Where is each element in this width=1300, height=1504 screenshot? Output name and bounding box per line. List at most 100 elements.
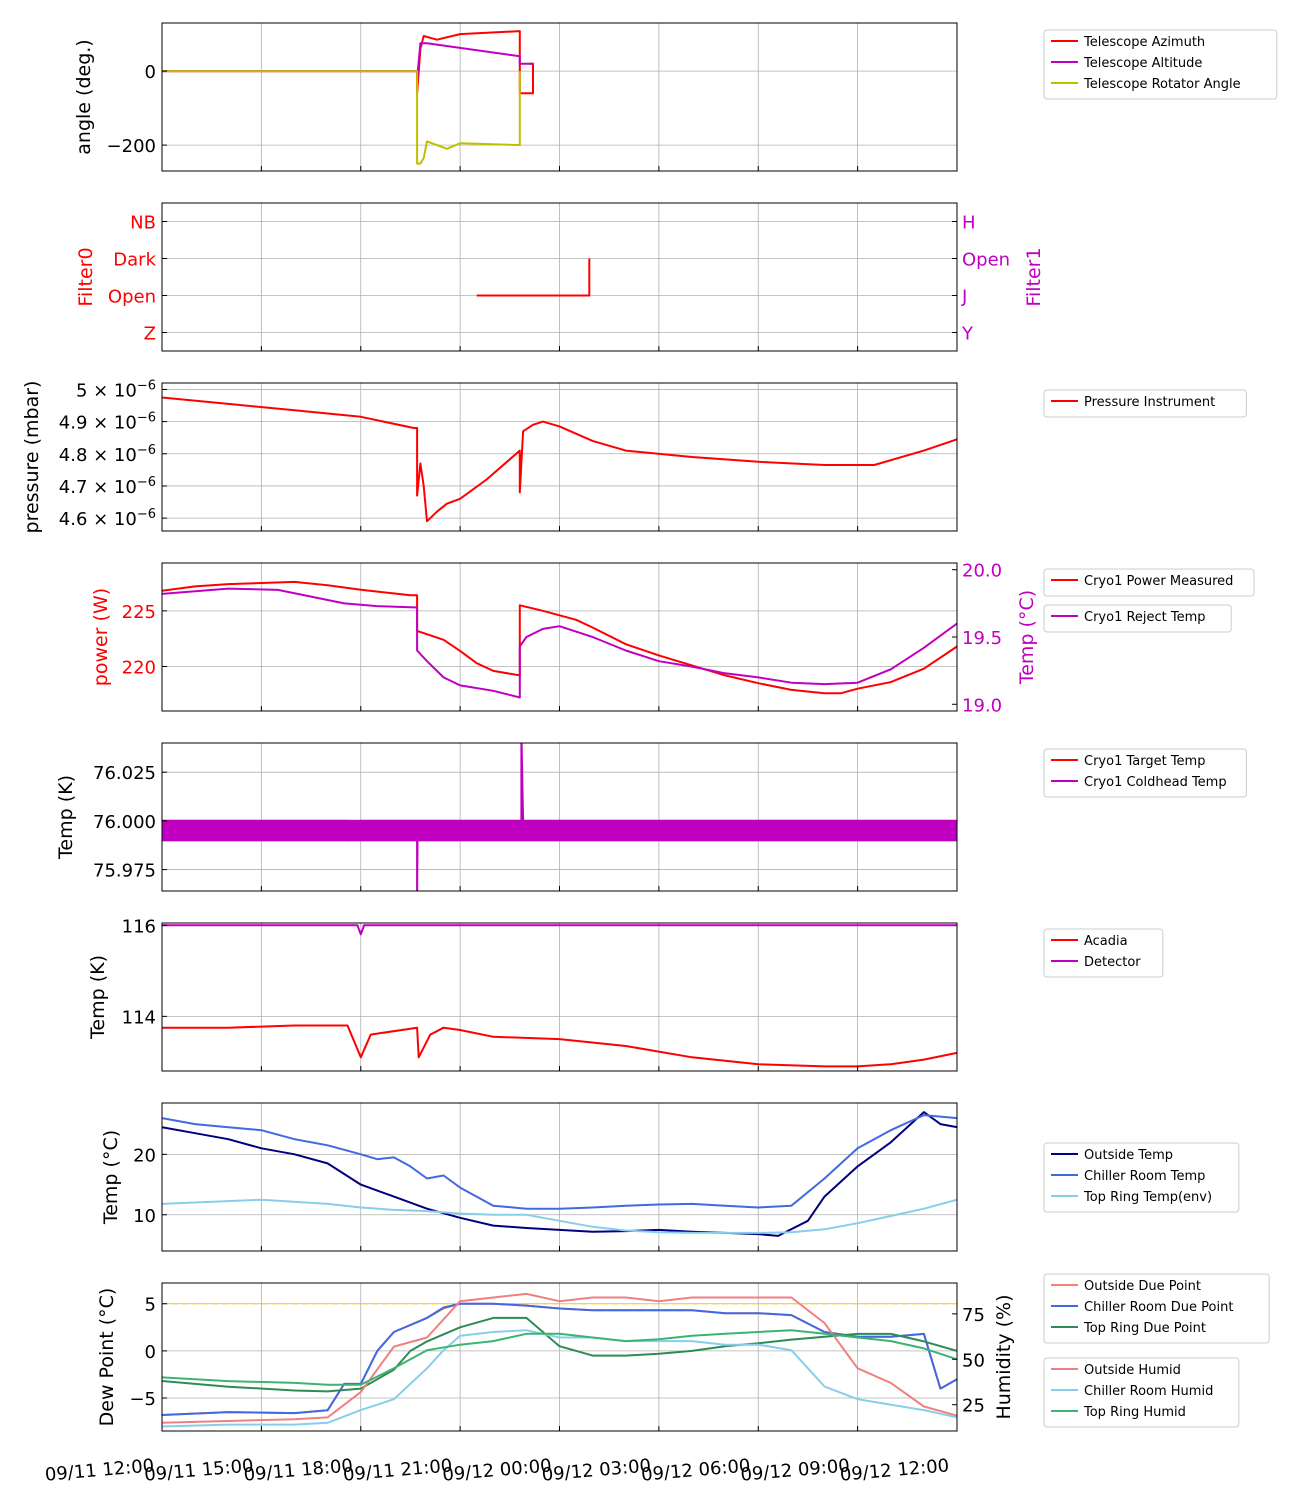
x-tick-label: 09/11 15:00 xyxy=(143,1455,254,1485)
y-tick-label-right: 19.0 xyxy=(962,695,1002,716)
plot-area-angles xyxy=(162,30,534,165)
y-tick-label-right: 25 xyxy=(962,1396,985,1417)
y-tick-label: 114 xyxy=(122,1007,156,1028)
legend-box-pressure xyxy=(1043,389,1247,418)
y-tick-label: 116 xyxy=(122,916,156,937)
y-tick-label-right: 75 xyxy=(962,1305,985,1326)
y-axis-title: Temp (K) xyxy=(55,775,77,860)
legend-label: Chiller Room Due Point xyxy=(1084,1300,1233,1315)
legend-label: Outside Due Point xyxy=(1084,1279,1201,1294)
y-tick-label: 0 xyxy=(145,62,156,83)
x-tick-label: 09/12 12:00 xyxy=(839,1455,950,1485)
y-tick-label: 4.6 × 10−6 xyxy=(59,507,156,530)
legend-label: Telescope Rotator Angle xyxy=(1083,77,1241,92)
series-line xyxy=(162,1114,957,1210)
series-line xyxy=(162,42,533,80)
y-tick-label-right: 19.5 xyxy=(962,628,1002,649)
x-tick-label: 09/12 06:00 xyxy=(640,1455,751,1485)
y-tick-label: 20 xyxy=(133,1145,156,1166)
y-tick-label-right: 20.0 xyxy=(962,561,1002,582)
y-tick-label: 5 × 10−6 xyxy=(76,378,156,401)
series-line xyxy=(162,924,957,936)
y-tick-label: Dark xyxy=(113,250,156,271)
legend-box-cryo_power-b xyxy=(1043,604,1232,633)
y-tick-label: 4.9 × 10−6 xyxy=(59,411,156,434)
y-tick-label: −5 xyxy=(129,1389,156,1410)
plot-area-coldhead xyxy=(162,743,957,891)
y-tick-label: 0 xyxy=(145,1342,156,1363)
legend-label: Chiller Room Temp xyxy=(1084,1169,1205,1184)
plot-area-dew_point xyxy=(162,1292,957,1428)
series-line xyxy=(162,1111,957,1237)
legend-label: Pressure Instrument xyxy=(1084,395,1215,410)
legend-label: Cryo1 Reject Temp xyxy=(1084,610,1206,625)
series-line xyxy=(162,587,957,699)
series-line xyxy=(162,1198,957,1234)
y-axis-title: angle (deg.) xyxy=(73,39,95,154)
legend-label: Outside Humid xyxy=(1084,1363,1181,1378)
y-tick-label: 76.000 xyxy=(93,812,156,833)
legend-label: Top Ring Due Point xyxy=(1083,1321,1206,1336)
x-tick-label: 09/12 09:00 xyxy=(740,1455,851,1485)
legend-box-coldhead xyxy=(1043,748,1247,798)
plot-area-pressure xyxy=(162,396,957,523)
x-tick-label: 09/12 00:00 xyxy=(442,1455,553,1485)
series-line xyxy=(162,396,957,523)
y-axis-title: pressure (mbar) xyxy=(21,381,43,534)
legend-label: Top Ring Temp(env) xyxy=(1083,1190,1212,1205)
series-band xyxy=(162,819,957,842)
legend-box-cryo_power-a xyxy=(1043,568,1255,597)
y-tick-label: Z xyxy=(144,324,156,345)
y-axis-title-right: Humidity (%) xyxy=(993,1294,1015,1419)
plot-area-filters xyxy=(476,258,591,297)
legend-label: Detector xyxy=(1084,955,1141,970)
y-tick-label: 5 xyxy=(145,1295,156,1316)
plot-area-acadia xyxy=(162,924,957,1068)
plot-area-outside_temp xyxy=(162,1111,957,1237)
legend-label: Cryo1 Power Measured xyxy=(1084,574,1233,589)
y-tick-label: 220 xyxy=(122,657,156,678)
y-axis-title: Temp (°C) xyxy=(100,1130,122,1225)
y-tick-label: 4.7 × 10−6 xyxy=(59,475,156,498)
legend-box-outside_temp xyxy=(1043,1142,1240,1213)
legend-label: Outside Temp xyxy=(1084,1148,1173,1163)
legend-label: Chiller Room Humid xyxy=(1084,1384,1213,1399)
series-line xyxy=(162,580,957,695)
y-tick-label: 10 xyxy=(133,1206,156,1227)
y-axis-title: Dew Point (°C) xyxy=(96,1288,118,1427)
legend-label: Telescope Azimuth xyxy=(1083,35,1205,50)
legend-label: Cryo1 Coldhead Temp xyxy=(1084,775,1227,790)
series-line xyxy=(162,30,534,95)
x-tick-label: 09/11 12:00 xyxy=(44,1455,155,1485)
legend-box-dew_point-b xyxy=(1043,1357,1240,1428)
x-tick-label: 09/11 21:00 xyxy=(342,1455,453,1485)
y-tick-label: 75.975 xyxy=(93,861,156,882)
series-line xyxy=(162,743,957,891)
x-tick-label: 09/11 18:00 xyxy=(243,1455,354,1485)
y-tick-label: 225 xyxy=(122,602,156,623)
legend-box-dew_point-a xyxy=(1043,1273,1270,1344)
series-line xyxy=(162,1024,957,1068)
y-tick-label-right: J xyxy=(961,287,967,308)
series-line xyxy=(162,1292,957,1424)
y-tick-label-right: H xyxy=(962,213,976,234)
y-tick-label-right: Y xyxy=(961,324,974,345)
y-tick-label: NB xyxy=(130,213,156,234)
legend-label: Top Ring Humid xyxy=(1083,1405,1186,1420)
y-axis-title-right: Temp (°C) xyxy=(1016,590,1038,685)
legend-label: Acadia xyxy=(1084,934,1128,949)
y-tick-label-right: 50 xyxy=(962,1350,985,1371)
y-tick-label: 4.8 × 10−6 xyxy=(59,443,156,466)
series-line xyxy=(476,258,591,297)
legend-box-angles xyxy=(1043,29,1278,100)
legend-label: Telescope Altitude xyxy=(1083,56,1202,71)
y-tick-label: Open xyxy=(108,287,156,308)
y-axis-title: Temp (K) xyxy=(87,955,109,1040)
x-tick-label: 09/12 03:00 xyxy=(541,1455,652,1485)
y-axis-title-right: Filter1 xyxy=(1023,247,1045,306)
y-axis-title: Filter0 xyxy=(75,247,97,306)
legend-label: Cryo1 Target Temp xyxy=(1084,754,1205,769)
plot-area-cryo_power xyxy=(162,580,957,699)
